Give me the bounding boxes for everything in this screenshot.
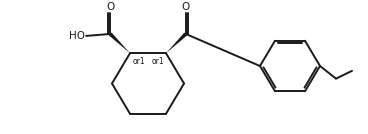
Text: or1: or1 [133, 57, 146, 66]
Polygon shape [109, 33, 130, 53]
Polygon shape [166, 33, 187, 53]
Text: HO: HO [69, 31, 85, 41]
Text: or1: or1 [152, 57, 164, 66]
Text: O: O [106, 2, 114, 12]
Text: O: O [182, 2, 190, 12]
